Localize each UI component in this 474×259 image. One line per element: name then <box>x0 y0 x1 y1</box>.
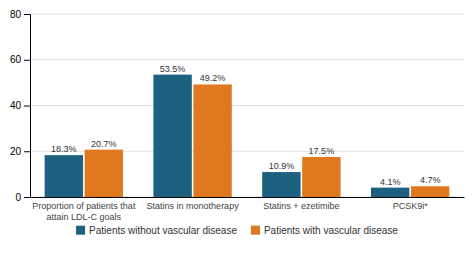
y-tick-label: 0 <box>15 192 21 203</box>
y-tick-label: 80 <box>10 9 22 20</box>
legend-swatch <box>76 226 85 235</box>
x-tick: PCSK9i* <box>393 201 429 211</box>
data-label: 49.2% <box>200 73 226 83</box>
bar <box>45 155 83 197</box>
x-tick-label: PCSK9i* <box>393 201 429 211</box>
bar <box>262 172 300 197</box>
y-axis-line <box>24 15 31 198</box>
bar <box>411 186 449 197</box>
y-tick-label: 20 <box>10 146 22 157</box>
bar <box>371 188 409 197</box>
data-label: 4.7% <box>420 175 441 185</box>
y-tick-mark <box>24 14 30 15</box>
x-tick: Statins + ezetimibe <box>263 201 339 211</box>
x-tick-label: Statins + ezetimibe <box>263 201 339 211</box>
y-tick: 80 <box>10 9 30 20</box>
plot: 0 20 40 60 80 18.3% 53.5% 10.9% 4.1% 20.7% 49.2% 17… <box>10 9 465 222</box>
y-tick: 20 <box>10 146 30 157</box>
data-label: 10.9% <box>269 161 295 171</box>
legend: Patients without vascular disease Patient… <box>76 225 398 236</box>
x-tick-label: Proportion of patients thatattain LDL-C … <box>32 201 136 221</box>
y-tick: 40 <box>10 100 30 111</box>
data-label: 53.5% <box>160 64 186 74</box>
x-axis: Proportion of patients thatattain LDL-C … <box>31 198 465 222</box>
legend-label: Patients without vascular disease <box>89 225 237 236</box>
legend-label: Patients with vascular disease <box>264 225 398 236</box>
chart: 0 20 40 60 80 18.3% 53.5% 10.9% 4.1% 20.7% 49.2% 17… <box>0 0 474 259</box>
legend-swatch <box>251 226 260 235</box>
y-tick-mark <box>24 151 30 152</box>
bar <box>85 150 123 197</box>
y-tick-label: 60 <box>10 54 22 65</box>
x-axis-line <box>31 197 465 198</box>
y-tick-mark <box>24 106 30 107</box>
legend-item: Patients without vascular disease <box>76 225 237 236</box>
y-tick-mark <box>24 197 30 198</box>
y-tick: 60 <box>10 54 30 65</box>
bar <box>153 75 191 197</box>
y-tick: 0 <box>15 192 30 203</box>
data-label: 20.7% <box>91 139 117 149</box>
grid-line <box>30 59 464 60</box>
grid <box>30 14 464 197</box>
y-tick-label: 40 <box>10 100 22 111</box>
x-tick-label: Statins in monotherapy <box>147 201 240 211</box>
x-tick: Proportion of patients thatattain LDL-C … <box>32 201 136 221</box>
data-labels: 18.3% 53.5% 10.9% 4.1% 20.7% 49.2% 17.5% 4.7% <box>51 64 440 187</box>
bar <box>302 157 340 197</box>
legend-item: Patients with vascular disease <box>251 225 398 236</box>
y-tick-mark <box>24 60 30 61</box>
grid-line <box>30 14 464 15</box>
data-label: 17.5% <box>309 146 335 156</box>
series <box>45 75 410 197</box>
grid-line <box>30 105 464 106</box>
bar <box>193 84 231 197</box>
y-axis: 0 20 40 60 80 <box>10 9 31 203</box>
data-label: 18.3% <box>51 144 77 154</box>
x-tick: Statins in monotherapy <box>147 201 240 211</box>
bars <box>45 75 450 197</box>
series <box>85 84 450 197</box>
data-label: 4.1% <box>380 177 401 187</box>
